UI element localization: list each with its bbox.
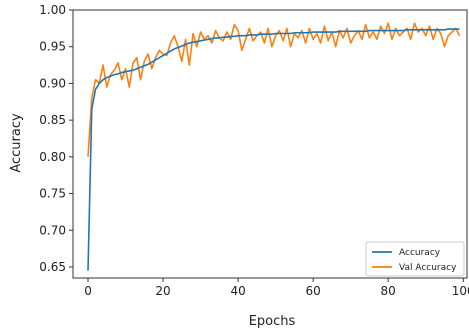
x-tick-label: 60 — [306, 284, 321, 298]
y-tick-label: 0.95 — [39, 40, 66, 54]
y-tick-label: 0.65 — [39, 260, 66, 274]
x-tick-label: 100 — [452, 284, 469, 298]
legend: Accuracy Val Accuracy — [365, 241, 465, 277]
plot-frame — [72, 9, 468, 279]
y-tick-label: 0.85 — [39, 113, 66, 127]
y-tick-label: 1.00 — [39, 3, 66, 17]
x-tick-label: 80 — [381, 284, 396, 298]
legend-label-val-accuracy: Val Accuracy — [399, 263, 457, 273]
series-line-accuracy — [87, 28, 460, 271]
axis-ticks: 0 20 40 60 80 100 0.65 0.70 0.75 0.80 0.85 0.90 0.95… — [39, 3, 469, 298]
series-line-val-accuracy — [87, 22, 461, 157]
y-tick-label: 0.75 — [39, 187, 66, 201]
plot-area — [72, 9, 468, 279]
y-tick-label: 0.90 — [39, 76, 66, 90]
y-tick-label: 0.70 — [39, 223, 66, 237]
x-tick-label: 20 — [155, 284, 170, 298]
x-tick-label: 0 — [84, 284, 92, 298]
x-axis-label: Epochs — [249, 314, 296, 329]
legend-label-accuracy: Accuracy — [399, 248, 441, 258]
x-tick-label: 40 — [230, 284, 245, 298]
y-axis-label: Accuracy — [9, 113, 24, 173]
y-tick-label: 0.80 — [39, 150, 66, 164]
series-layer — [87, 22, 461, 271]
